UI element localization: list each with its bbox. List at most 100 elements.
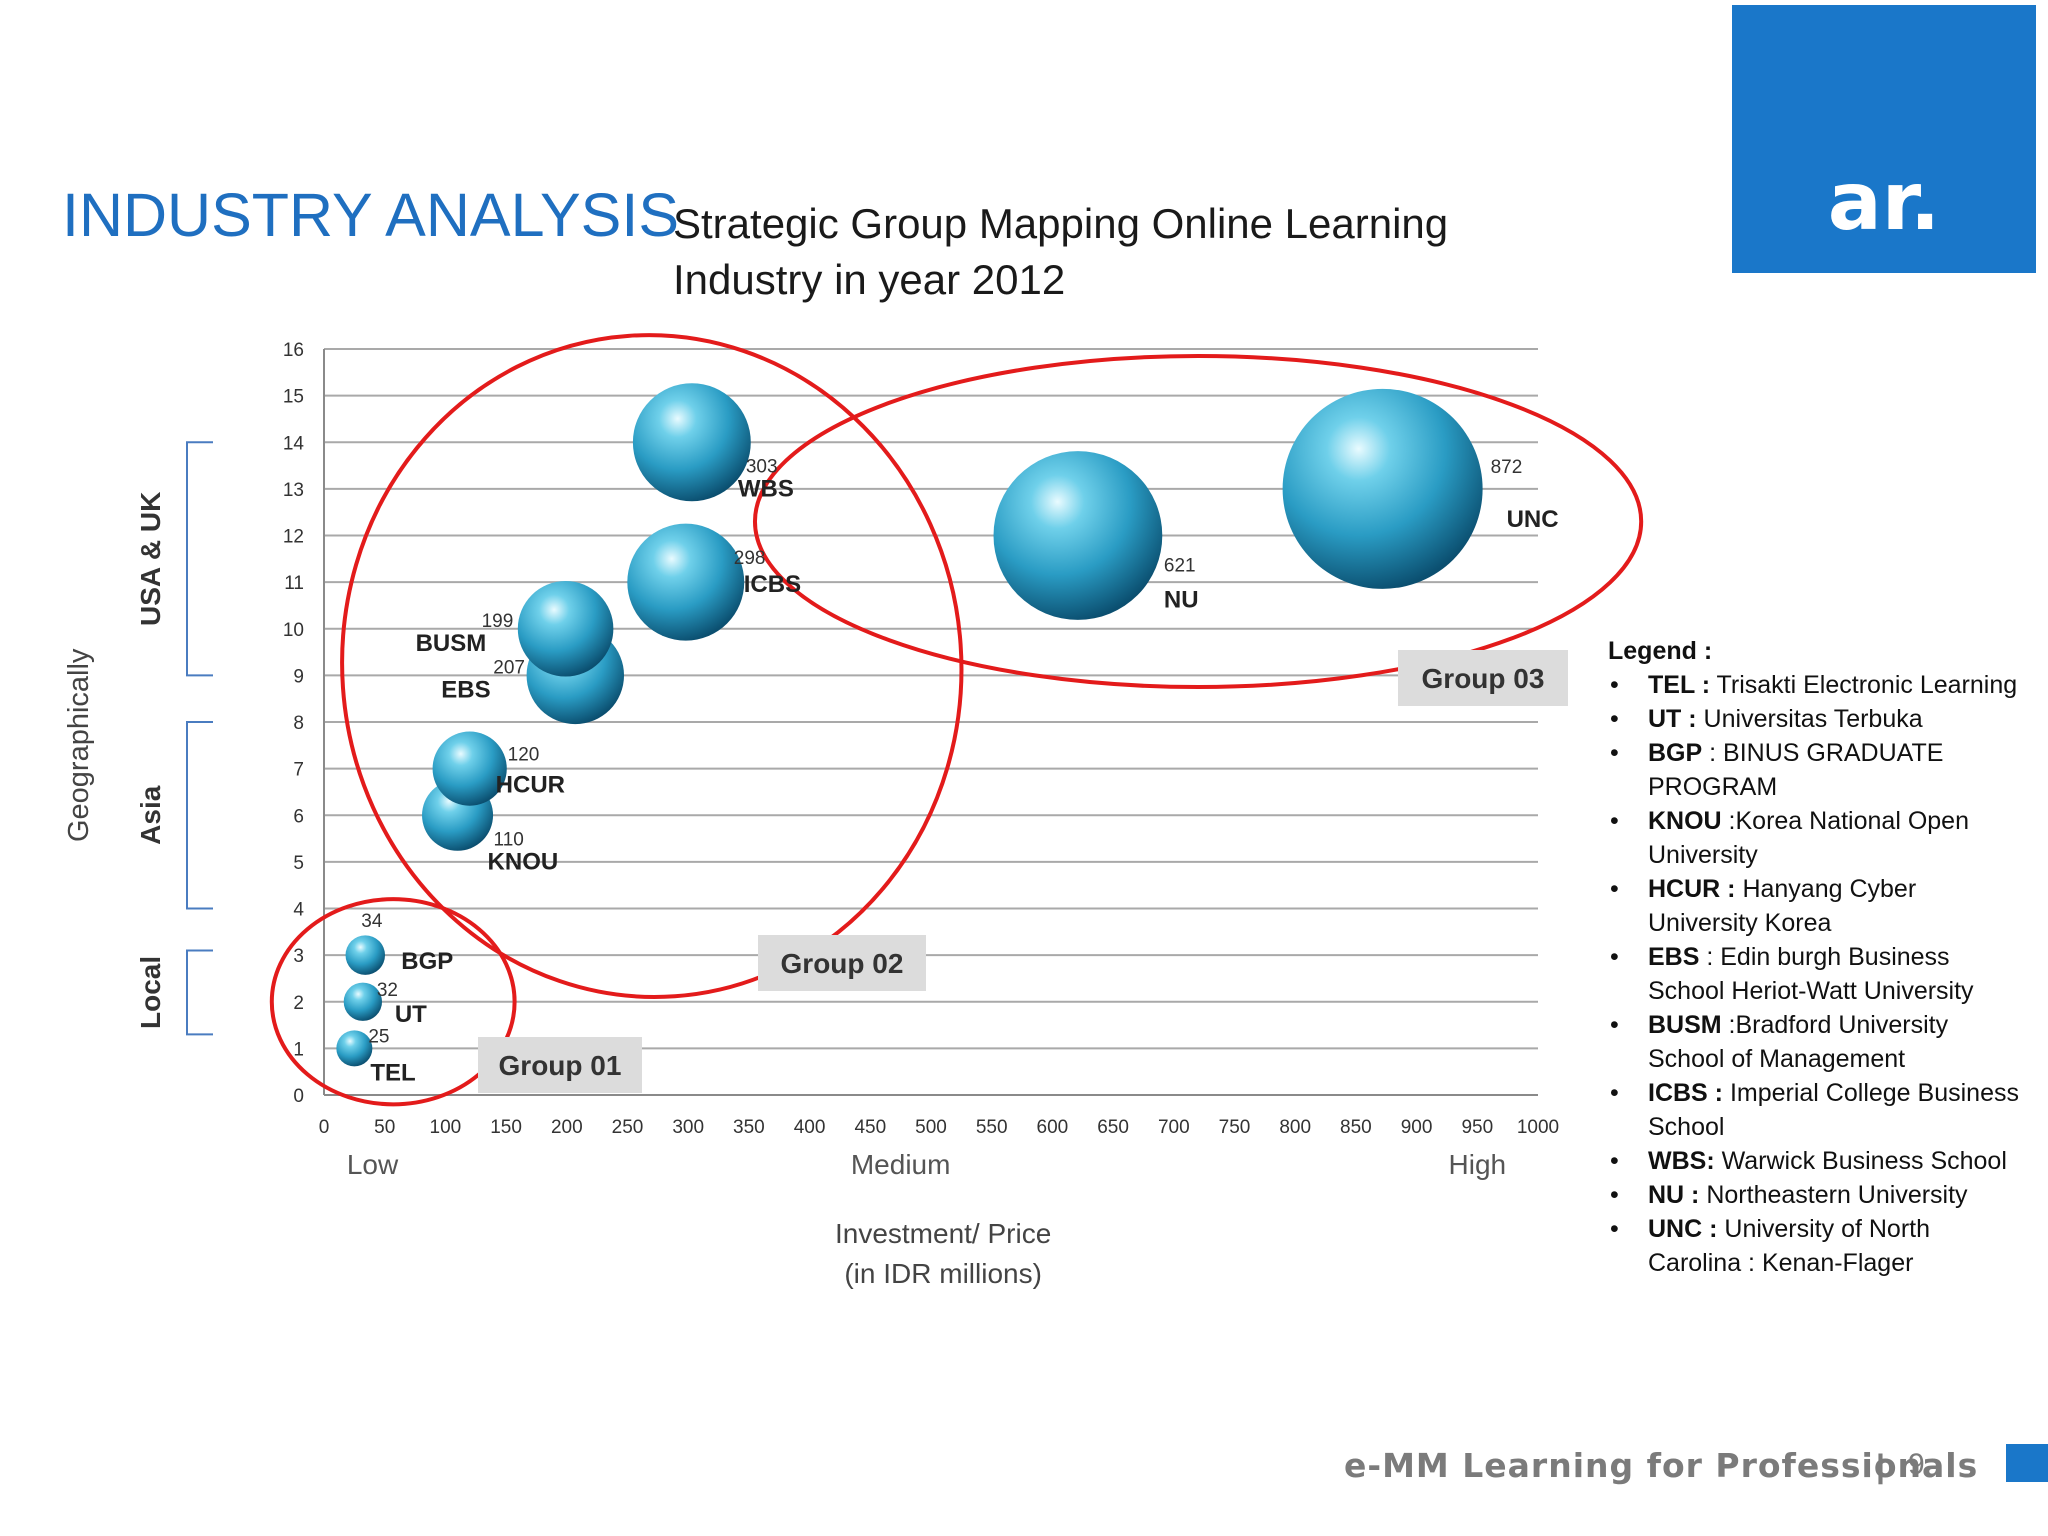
bubble-busm [517,580,614,677]
legend-abbr: WBS: [1648,1147,1715,1175]
x-tick-label: 250 [612,1117,644,1138]
legend-abbr: TEL : [1648,671,1711,699]
group-label-box-2 [758,935,926,991]
group-ring-2 [340,333,964,999]
y-tick-label: 2 [293,993,304,1014]
x-tick-label: 700 [1158,1117,1190,1138]
legend-desc: :Bradford University School of Managemen… [1648,1011,1949,1073]
legend-abbr: BGP [1648,739,1703,767]
x-tick-label: 800 [1279,1117,1311,1138]
bullet-icon: • [1610,807,1619,835]
legend: Legend : • TEL : Trisakti Electronic Lear… [1608,634,2028,1280]
x-tick-label: 400 [794,1117,826,1138]
logo-text: ar. [1827,155,1941,248]
bubble-wbs [632,383,751,502]
footer-accent-mark [2006,1444,2048,1482]
y-tick-label: 16 [283,340,304,361]
legend-item: • ICBS : Imperial College Business School [1608,1076,2028,1144]
legend-item: • NU : Northeastern University [1608,1178,2028,1212]
legend-abbr: EBS [1648,943,1700,971]
bubble-name-wbs: WBS [738,475,794,502]
bubble-name-unc: UNC [1507,506,1559,533]
bullet-icon: • [1610,671,1619,699]
bubble-value-unc: 872 [1491,457,1523,478]
bubble-value-icbs: 298 [734,548,766,569]
legend-abbr: UNC : [1648,1215,1718,1243]
bubble-name-ebs: EBS [441,676,490,703]
legend-abbr: BUSM [1648,1011,1722,1039]
bubble-name-bgp: BGP [401,948,453,975]
bullet-icon: • [1610,875,1619,903]
bubble-value-tel: 25 [368,1026,389,1047]
bullet-icon: • [1610,1215,1619,1243]
bubble-value-bgp: 34 [361,911,383,932]
legend-desc: Universitas Terbuka [1696,705,1923,733]
footer-separator: | [1876,1448,1885,1484]
legend-item: • UT : Universitas Terbuka [1608,702,2028,736]
legend-desc: Warwick Business School [1714,1147,2007,1175]
bullet-icon: • [1610,1181,1619,1209]
x-tick-label: 600 [1037,1117,1069,1138]
x-tick-label: 650 [1097,1117,1129,1138]
bubble-value-nu: 621 [1164,556,1196,577]
bubble-icbs [627,523,745,641]
bubble-bgp [345,935,386,975]
legend-item: • TEL : Trisakti Electronic Learning [1608,668,2028,702]
legend-desc: University of North Carolina : Kenan-Fla… [1648,1215,1930,1277]
bubble-name-tel: TEL [370,1059,415,1086]
legend-abbr: HCUR : [1648,875,1736,903]
legend-abbr: NU : [1648,1181,1700,1209]
bullet-icon: • [1610,739,1619,767]
legend-desc: : BINUS GRADUATE PROGRAM [1648,739,1944,801]
bubble-hcur [432,731,507,806]
x-tick-label: 150 [490,1117,522,1138]
group-rings [269,333,1644,1107]
y-region-brackets: Local Asia USA & UK [135,441,213,1036]
y-tick-label: 6 [293,806,304,827]
bullet-icon: • [1610,943,1619,971]
x-tick-label: 100 [430,1117,462,1138]
y-tick-label: 12 [283,527,304,548]
bubble-tel [336,1030,373,1067]
legend-item: • HCUR : Hanyang Cyber University Korea [1608,872,2028,940]
legend-desc: Northeastern University [1699,1181,1968,1209]
y-tick-label: 14 [283,433,305,454]
x-category-label: High [1449,1149,1507,1180]
bubble-value-wbs: 303 [746,456,778,477]
y-tick-label: 15 [283,387,304,408]
y-tick-label: 7 [293,760,304,781]
subtitle-line-1: Strategic Group Mapping Online Learning [673,200,1449,247]
x-tick-label: 50 [374,1117,395,1138]
legend-abbr: KNOU [1648,807,1722,835]
bubble-name-nu: NU [1164,587,1199,614]
legend-title: Legend : [1608,637,1713,665]
legend-desc: Hanyang Cyber University Korea [1648,875,1917,937]
region-bracket [186,441,213,677]
x-tick-label: 900 [1401,1117,1433,1138]
y-tick-label: 4 [293,900,304,921]
x-category-label: Low [347,1149,399,1180]
region-bracket [186,949,213,1036]
legend-item: • BUSM :Bradford University School of Man… [1608,1008,2028,1076]
bubble-nu [993,451,1163,620]
x-tick-label: 350 [733,1117,765,1138]
legend-desc: :Korea National Open University [1648,807,1969,869]
y-tick-label: 5 [293,853,304,874]
bubble-name-hcur: HCUR [496,772,565,799]
legend-abbr: ICBS : [1648,1079,1723,1107]
group-label-2: Group 02 [781,948,904,979]
bubble-unc [1282,388,1483,589]
region-label: Asia [135,785,166,845]
y-tick-label: 0 [293,1086,304,1107]
group-label-3: Group 03 [1422,663,1545,694]
x-tick-label: 0 [319,1117,330,1138]
bubble-value-busm: 199 [482,611,514,632]
y-tick-label: 8 [293,713,304,734]
group-label-box-3 [1398,650,1568,706]
x-category-label: Medium [851,1149,951,1180]
y-tick-label: 3 [293,946,304,967]
page-subtitle: Strategic Group Mapping Online Learning … [673,196,1448,308]
y-tick-label: 11 [284,573,304,594]
subtitle-line-2: Industry in year 2012 [673,256,1066,303]
